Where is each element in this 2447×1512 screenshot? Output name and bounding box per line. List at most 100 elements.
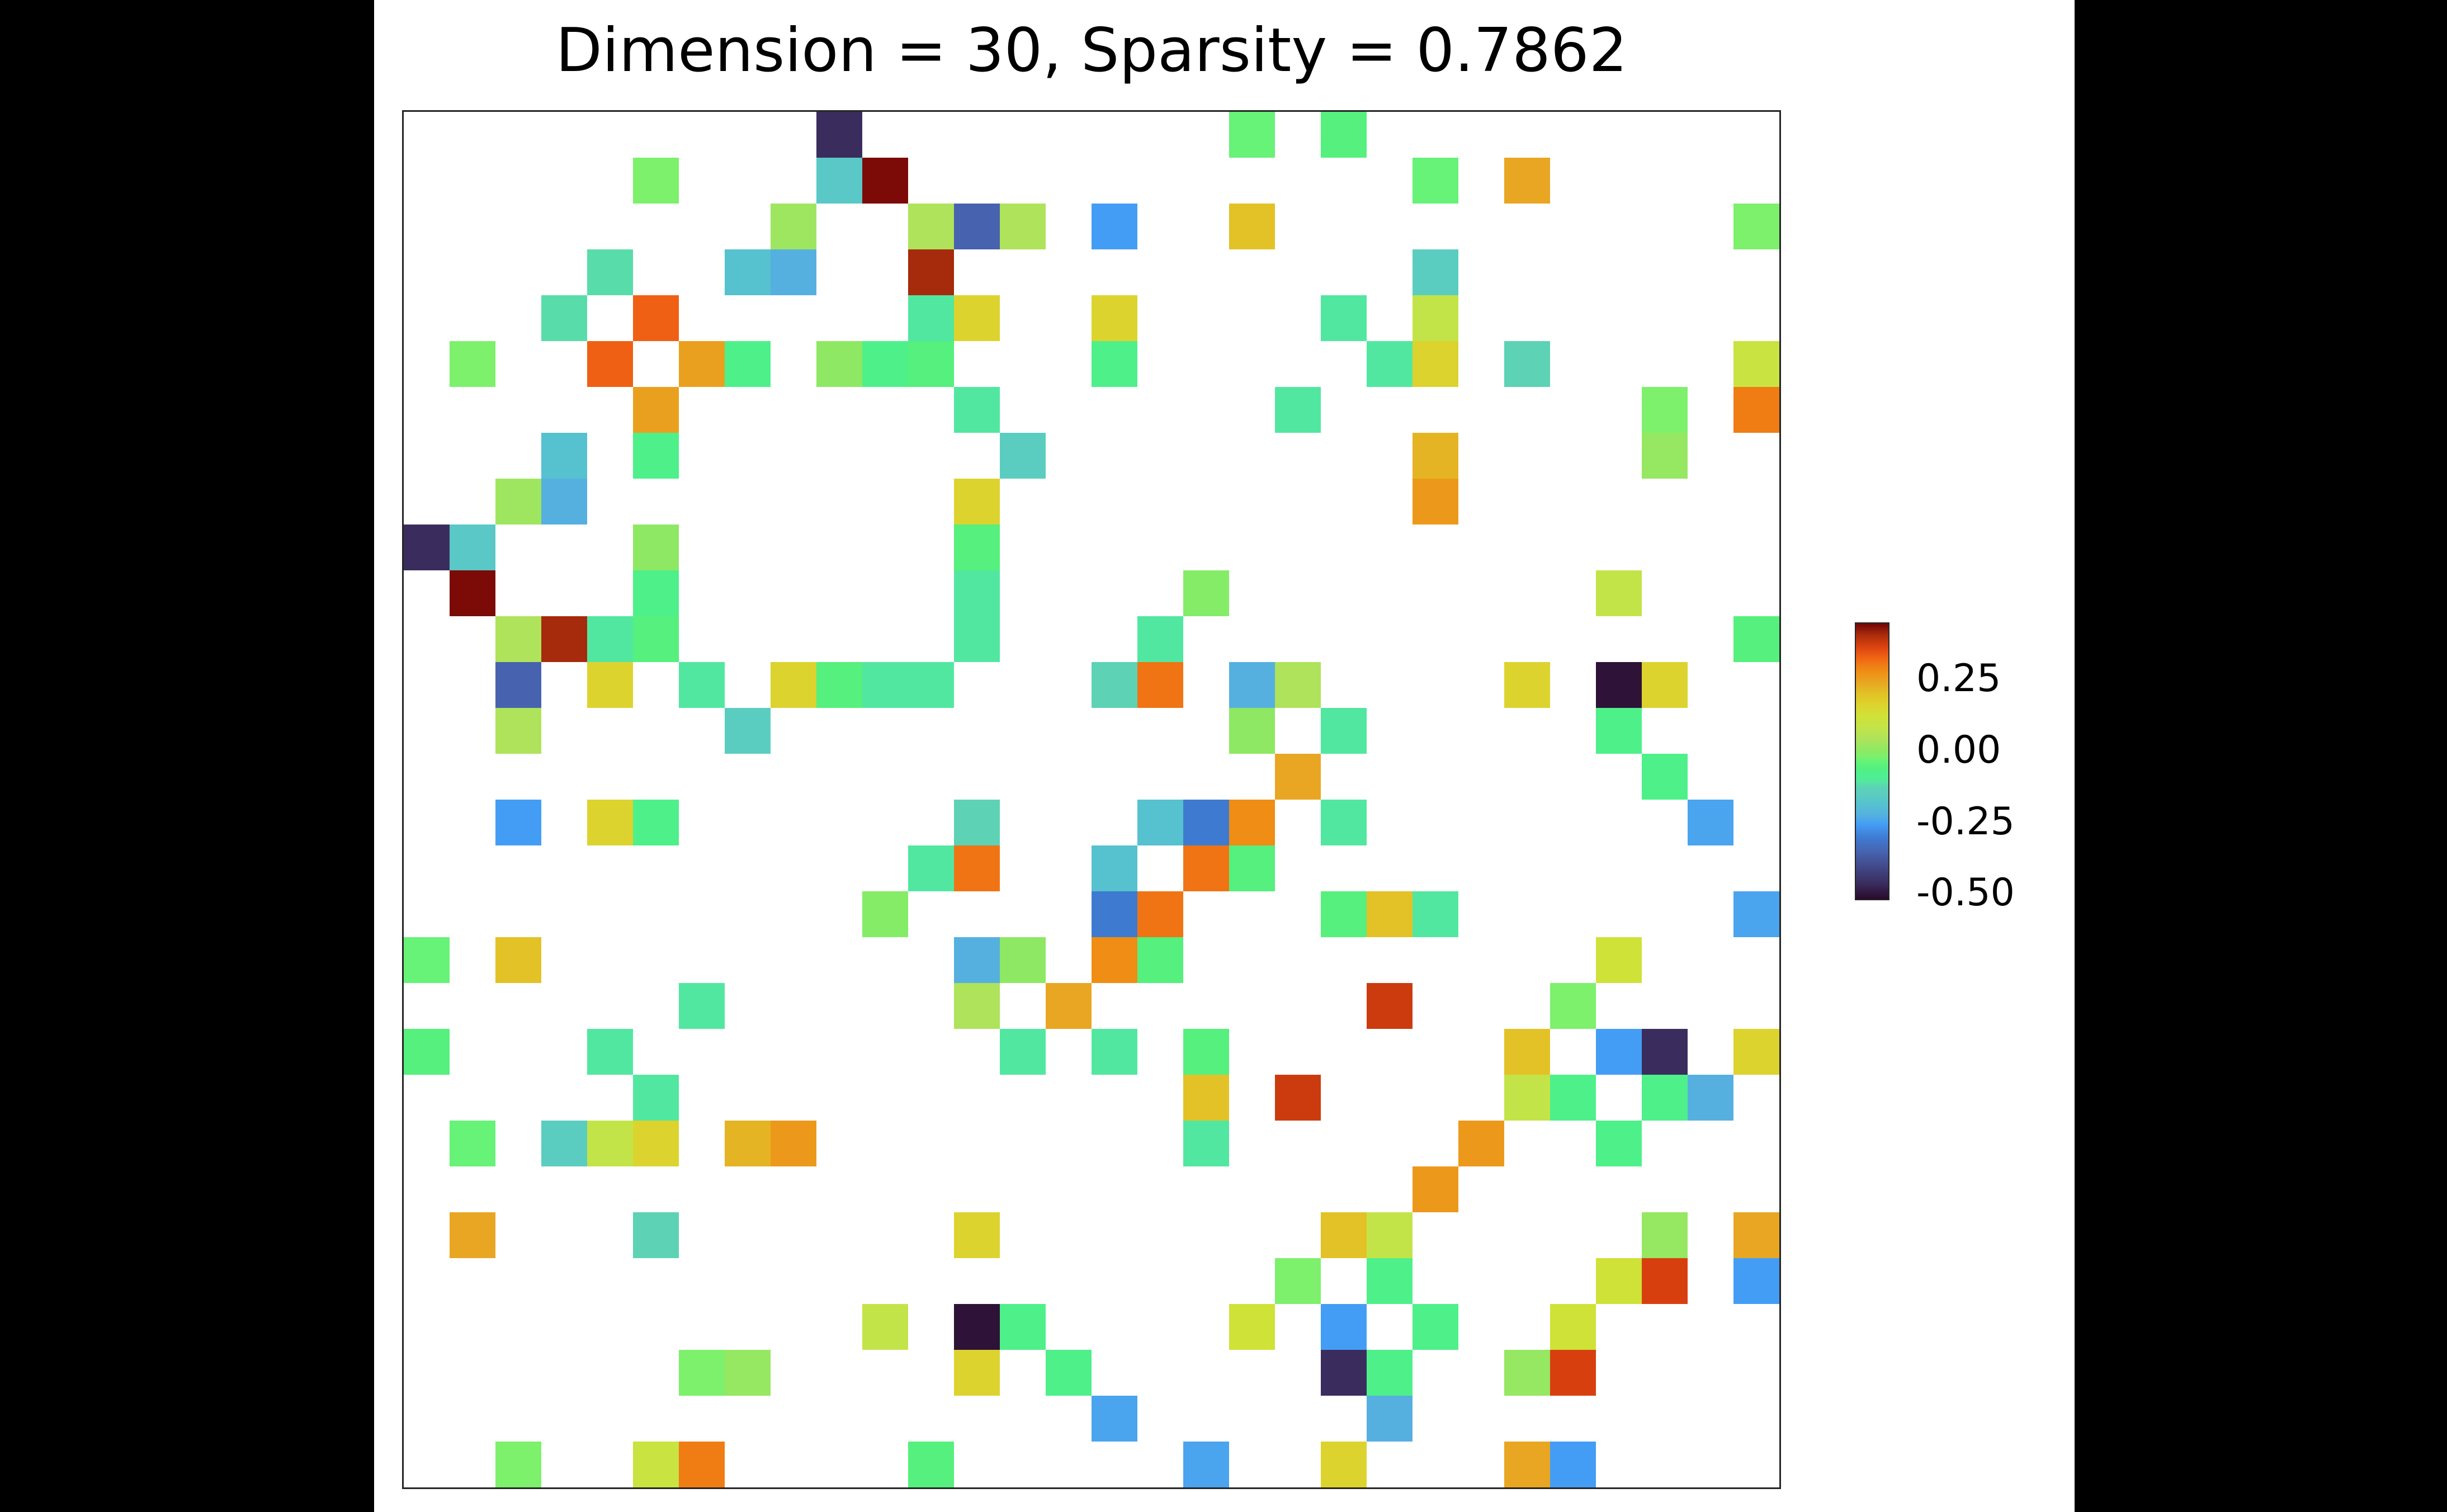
- matrix-cell: [1321, 708, 1367, 754]
- matrix-cell: [1275, 1258, 1321, 1304]
- matrix-cell: [1504, 1442, 1550, 1487]
- matrix-cell: [954, 525, 1000, 570]
- matrix-cell: [633, 1121, 679, 1166]
- matrix-cell: [908, 1442, 954, 1487]
- matrix-cell: [633, 570, 679, 616]
- matrix-cell: [1137, 662, 1183, 708]
- matrix-cell: [1733, 204, 1779, 249]
- matrix-cell: [1000, 433, 1046, 479]
- colorbar-area: 0.25 0.00 -0.25 -0.50: [1855, 622, 2090, 912]
- matrix-cell: [587, 616, 633, 662]
- colorbar-gradient: [1855, 622, 1889, 900]
- colorbar-tick-label: -0.50: [1916, 871, 2015, 915]
- matrix-cell: [1321, 800, 1367, 845]
- matrix-cell: [1733, 341, 1779, 387]
- matrix-cell: [587, 800, 633, 845]
- matrix-cell: [725, 249, 771, 295]
- matrix-cell: [1229, 800, 1275, 845]
- matrix-cell: [633, 616, 679, 662]
- matrix-cell: [954, 1304, 1000, 1350]
- matrix-cell: [1321, 1304, 1367, 1350]
- matrix-cell: [1229, 845, 1275, 891]
- matrix-cell: [1137, 800, 1183, 845]
- matrix-cell: [954, 1212, 1000, 1258]
- matrix-cell: [1550, 1304, 1596, 1350]
- matrix-cell: [587, 1121, 633, 1166]
- matrix-cell: [954, 616, 1000, 662]
- matrix-cell: [1092, 662, 1137, 708]
- matrix-cell: [1550, 983, 1596, 1029]
- matrix-cell: [954, 1350, 1000, 1396]
- matrix-cell: [954, 479, 1000, 525]
- matrix-cell: [633, 387, 679, 433]
- matrix-cell: [1000, 1304, 1046, 1350]
- matrix-cell: [404, 1029, 450, 1075]
- matrix-cell: [1733, 891, 1779, 937]
- matrix-cell: [1000, 1029, 1046, 1075]
- matrix-cell: [1504, 1029, 1550, 1075]
- matrix-cell: [1504, 158, 1550, 204]
- matrix-cell: [1733, 616, 1779, 662]
- matrix-cell: [450, 1212, 495, 1258]
- matrix-cell: [954, 387, 1000, 433]
- matrix-cell: [1367, 1258, 1413, 1304]
- matrix-cell: [1321, 1442, 1367, 1487]
- matrix-cell: [1092, 1029, 1137, 1075]
- matrix-cell: [1688, 800, 1733, 845]
- matrix-cell: [1183, 845, 1229, 891]
- matrix-cell: [633, 1442, 679, 1487]
- matrix-cell: [633, 525, 679, 570]
- matrix-cell: [862, 662, 908, 708]
- matrix-cell: [862, 891, 908, 937]
- matrix-cell: [908, 249, 954, 295]
- matrix-cell: [1413, 433, 1458, 479]
- matrix-cell: [633, 1212, 679, 1258]
- matrix-cell: [1137, 891, 1183, 937]
- matrix-cell: [1550, 1350, 1596, 1396]
- matrix-cell: [1321, 1350, 1367, 1396]
- matrix-cell: [1092, 204, 1137, 249]
- matrix-cell: [771, 249, 816, 295]
- matrix-cell: [679, 1442, 725, 1487]
- matrix-cell: [495, 616, 541, 662]
- matrix-cell: [1092, 845, 1137, 891]
- matrix-cell: [633, 1075, 679, 1121]
- matrix-cell: [908, 341, 954, 387]
- matrix-cell: [1229, 662, 1275, 708]
- axes-border: [402, 110, 1781, 1489]
- matrix-cell: [1092, 891, 1137, 937]
- matrix-cell: [1642, 662, 1688, 708]
- matrix-cell: [1413, 295, 1458, 341]
- matrix-cell: [1183, 1121, 1229, 1166]
- matrix-cell: [908, 295, 954, 341]
- matrix-cell: [1000, 204, 1046, 249]
- matrix-cell: [1046, 1350, 1092, 1396]
- matrix-cell: [1642, 1029, 1688, 1075]
- matrix-cell: [1413, 891, 1458, 937]
- matrix-cell: [1183, 1075, 1229, 1121]
- matrix-cell: [1275, 662, 1321, 708]
- matrix-cell: [1504, 1075, 1550, 1121]
- matrix-cell: [725, 1121, 771, 1166]
- matrix-cell: [771, 1121, 816, 1166]
- matrix-cell: [1275, 1075, 1321, 1121]
- matrix-cell: [1092, 295, 1137, 341]
- matrix-cell: [1137, 616, 1183, 662]
- matrix-cell: [541, 616, 587, 662]
- matrix-cell: [725, 1350, 771, 1396]
- matrix-cell: [1000, 937, 1046, 983]
- matrix-cell: [1275, 387, 1321, 433]
- matrix-cell: [1596, 662, 1642, 708]
- matrix-cell: [771, 204, 816, 249]
- matrix-cell: [1183, 800, 1229, 845]
- matrix-cell: [954, 937, 1000, 983]
- matrix-cell: [450, 341, 495, 387]
- matrix-cell: [541, 433, 587, 479]
- matrix-cell: [679, 983, 725, 1029]
- matrix-cell: [1229, 112, 1275, 158]
- matrix-cell: [1596, 570, 1642, 616]
- heatmap: [404, 112, 1779, 1487]
- matrix-cell: [1733, 387, 1779, 433]
- matrix-cell: [587, 1029, 633, 1075]
- matrix-cell: [908, 662, 954, 708]
